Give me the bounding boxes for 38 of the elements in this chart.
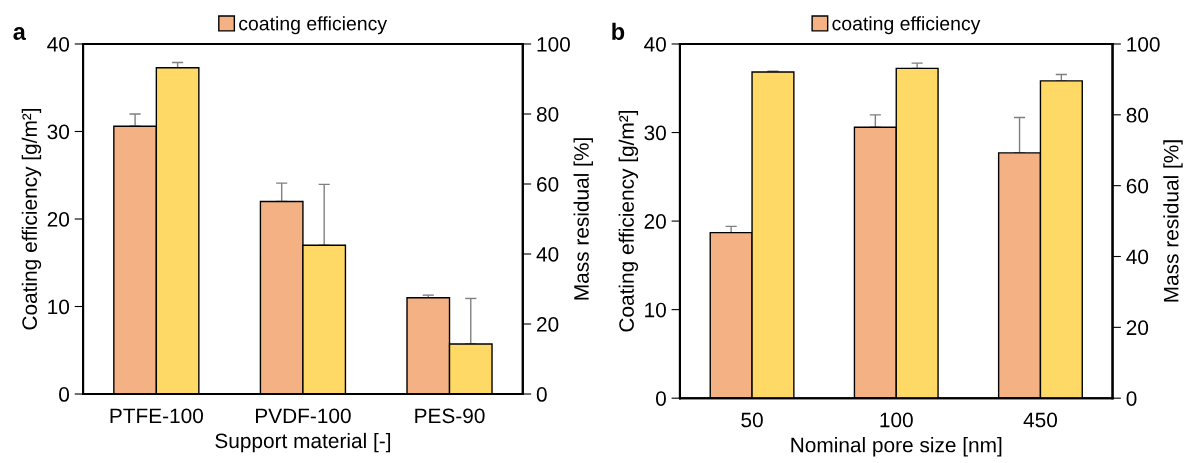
y2-tick-label: 40 [536, 247, 559, 262]
y-axis-title: Coating efficiency [g/m²] [618, 111, 639, 332]
y-tick-label: 0 [59, 387, 70, 402]
y-tick-label: 10 [645, 302, 666, 318]
chart-title: a [13, 27, 26, 41]
y-tick-label: 0 [655, 391, 666, 406]
y-tick-label: 20 [47, 212, 70, 227]
y2-tick-label: 20 [1126, 320, 1149, 336]
y2-tick-label: 60 [1126, 178, 1149, 194]
y-tick-label: 30 [644, 125, 666, 141]
y-axis-title: Coating efficiency [g/m²] [21, 108, 42, 330]
y2-axis-title: Mass residual [%] [573, 138, 593, 300]
y2-tick-label: 100 [1127, 36, 1160, 52]
y-tick-label: 40 [644, 36, 666, 52]
y2-tick-label: 80 [536, 106, 559, 122]
y2-axis-title: Mass residual [%] [1163, 140, 1183, 302]
x-tick-label: PES-90 [415, 408, 485, 424]
chart-title: b [612, 22, 625, 41]
y2-tick-label: 100 [537, 36, 570, 52]
x-axis-title: Support material [-] [215, 432, 391, 453]
x-tick-label: PTFE-100 [110, 408, 203, 424]
y2-tick-label: 20 [537, 317, 559, 332]
y2-tick-label: 40 [1126, 249, 1149, 265]
x-tick-label: PVDF-100 [256, 408, 351, 424]
x-tick-label: 100 [880, 412, 913, 428]
legend-label: coating efficiency [239, 16, 388, 35]
y2-tick-label: 60 [537, 177, 559, 192]
y2-tick-label: 0 [1126, 391, 1137, 406]
y2-tick-label: 0 [536, 387, 547, 402]
y-tick-label: 30 [47, 124, 70, 140]
x-tick-label: 450 [1023, 412, 1058, 428]
y-tick-label: 20 [644, 214, 666, 229]
y2-tick-label: 80 [1126, 107, 1149, 123]
x-axis-title: Nominal pore size [nm] [791, 437, 1002, 457]
y-tick-label: 40 [47, 36, 70, 52]
legend-label: coating efficiency [832, 16, 981, 35]
x-tick-label: 50 [741, 412, 763, 428]
y-tick-label: 10 [48, 299, 70, 315]
